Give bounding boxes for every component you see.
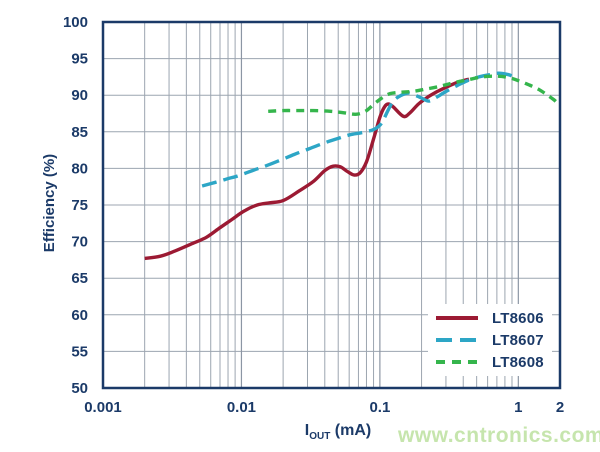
y-axis-title: Efficiency (%) [41,153,58,253]
legend-item-lt8607: LT8607 [434,329,552,351]
y-tick-label: 95 [71,51,88,68]
legend-swatch-2 [436,360,478,364]
y-tick-label: 65 [71,270,88,287]
legend-item-lt8608: LT8608 [434,351,552,373]
x-tick-label: 1 [514,399,522,416]
y-tick-label: 60 [71,307,88,324]
plot-frame [101,20,562,390]
y-tick-label: 70 [71,234,88,251]
x-tick-label: 0.01 [227,399,256,416]
legend-label-lt8607: LT8607 [492,331,544,349]
legend-label-lt8606: LT8606 [492,309,544,327]
x-axis-subscript: OUT [309,431,331,443]
y-tick-label: 50 [71,380,88,397]
series-curve-lt8607 [201,71,516,188]
series-curve-lt8608 [268,74,559,116]
x-tick-label: 2 [556,399,564,416]
legend-swatch-0 [436,316,478,320]
series-curve-lt8606 [144,77,470,261]
legend-swatch-1 [436,338,478,342]
y-tick-label: 55 [71,343,88,360]
x-tick-label: 0.1 [369,399,390,416]
x-axis-symbol: I [304,422,310,439]
y-tick-label: 80 [71,160,88,177]
legend-label-lt8608: LT8608 [492,353,544,371]
x-axis-title: IOUT (mA) [238,422,438,442]
y-tick-label: 90 [71,87,88,104]
x-tick-label: 0.001 [84,399,122,416]
watermark: www.cntronics.com [398,424,600,447]
y-tick-label: 100 [63,14,88,31]
y-tick-label: 85 [71,124,88,141]
legend: LT8606 LT8607 LT8608 [428,304,552,376]
y-tick-label: 75 [71,197,88,214]
x-axis-unit: (mA) [334,422,372,439]
legend-item-lt8606: LT8606 [434,307,552,329]
